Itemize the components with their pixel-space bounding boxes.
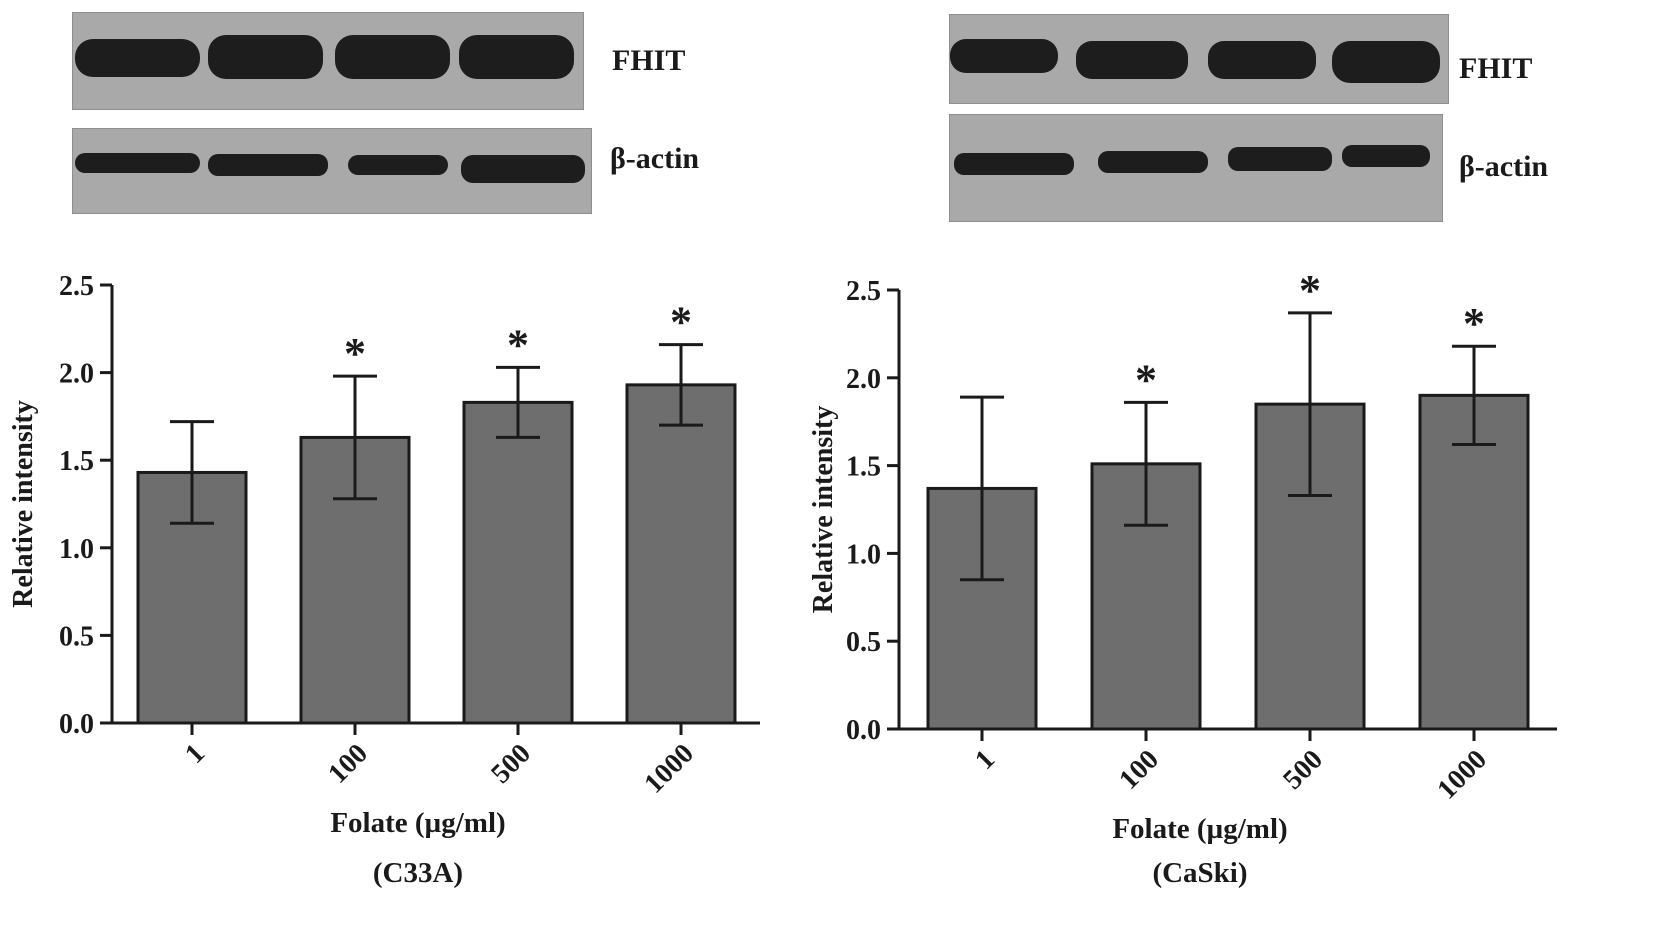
blot-band bbox=[954, 153, 1074, 175]
significance-marker: * bbox=[1135, 355, 1157, 404]
x-tick-label: 100 bbox=[1113, 744, 1165, 796]
x-tick-label: 1 bbox=[179, 738, 211, 770]
blot-band bbox=[459, 35, 574, 79]
x-tick-label: 500 bbox=[485, 738, 537, 790]
significance-marker: * bbox=[1299, 266, 1321, 315]
blot-band bbox=[950, 39, 1058, 73]
significance-marker: * bbox=[670, 298, 692, 347]
blot-band bbox=[208, 154, 328, 176]
western-blot-fhit bbox=[72, 12, 584, 110]
y-tick-label: 2.0 bbox=[59, 359, 94, 390]
y-tick-label: 1.5 bbox=[846, 452, 881, 483]
bar-chart-c33a: 0.0 0.5 1.0 1.5 2.0 2.5 1 * 100 * 500 * 1000 Relative… bbox=[8, 271, 760, 889]
blot-band bbox=[1332, 41, 1440, 83]
blot-band bbox=[348, 155, 448, 175]
chart-caption: (C33A) bbox=[373, 857, 463, 889]
bar bbox=[625, 383, 737, 725]
blot-band bbox=[208, 35, 323, 79]
blot-label-fhit: FHIT bbox=[612, 44, 686, 77]
bar bbox=[1418, 393, 1530, 731]
western-blot-fhit bbox=[949, 14, 1449, 104]
bar-chart-caski: 0.0 0.5 1.0 1.5 2.0 2.5 1 * 100 * 500 * 1000 Relative… bbox=[808, 266, 1557, 889]
y-tick-label: 0.5 bbox=[59, 621, 94, 652]
y-tick-label: 0.0 bbox=[59, 709, 94, 740]
x-axis-title: Folate (µg/ml) bbox=[330, 807, 505, 839]
blot-band bbox=[1342, 145, 1430, 167]
blot-label-beta-actin: β-actin bbox=[610, 142, 700, 175]
blot-label-beta-actin: β-actin bbox=[1459, 150, 1549, 183]
x-tick-label: 500 bbox=[1277, 744, 1329, 796]
bar bbox=[462, 400, 574, 725]
y-tick-label: 2.5 bbox=[846, 276, 881, 307]
blot-band bbox=[75, 39, 200, 77]
y-tick-label: 1.5 bbox=[59, 446, 94, 477]
western-blot-beta-actin bbox=[72, 128, 592, 214]
y-tick-label: 1.0 bbox=[59, 534, 94, 565]
x-tick-label: 1000 bbox=[638, 738, 700, 800]
significance-marker: * bbox=[344, 329, 366, 378]
significance-marker: * bbox=[1463, 299, 1485, 348]
x-axis-title: Folate (µg/ml) bbox=[1112, 813, 1287, 845]
y-tick-label: 0.0 bbox=[846, 715, 881, 746]
x-tick-label: 100 bbox=[322, 738, 374, 790]
bar bbox=[926, 486, 1038, 731]
y-tick-label: 2.5 bbox=[59, 271, 94, 302]
x-tick-label: 1000 bbox=[1431, 744, 1493, 806]
chart-caption: (CaSki) bbox=[1152, 857, 1247, 889]
x-tick-label: 1 bbox=[969, 744, 1001, 776]
y-tick-label: 1.0 bbox=[846, 539, 881, 570]
y-tick-label: 0.5 bbox=[846, 627, 881, 658]
y-tick-label: 2.0 bbox=[846, 364, 881, 395]
y-axis-title: Relative intensity bbox=[808, 406, 839, 614]
western-blot-beta-actin bbox=[949, 114, 1443, 222]
y-axis-title: Relative intensity bbox=[8, 400, 39, 608]
blot-band bbox=[75, 153, 200, 173]
blot-band bbox=[1098, 151, 1208, 173]
blot-band bbox=[1076, 41, 1188, 79]
blot-band bbox=[461, 155, 585, 183]
blot-band bbox=[335, 35, 450, 79]
blot-band bbox=[1208, 41, 1316, 79]
blot-band bbox=[1228, 147, 1332, 171]
blot-label-fhit: FHIT bbox=[1459, 52, 1533, 85]
significance-marker: * bbox=[507, 320, 529, 369]
panel-caski: FHIT β-actin 0.0 0.5 1.0 1.5 2.0 2.5 1 * 100 * 500… bbox=[808, 0, 1654, 951]
panel-c33a: FHIT β-actin 0.0 0.5 1.0 1.5 2.0 2.5 1 * 100 * 500… bbox=[8, 12, 760, 889]
